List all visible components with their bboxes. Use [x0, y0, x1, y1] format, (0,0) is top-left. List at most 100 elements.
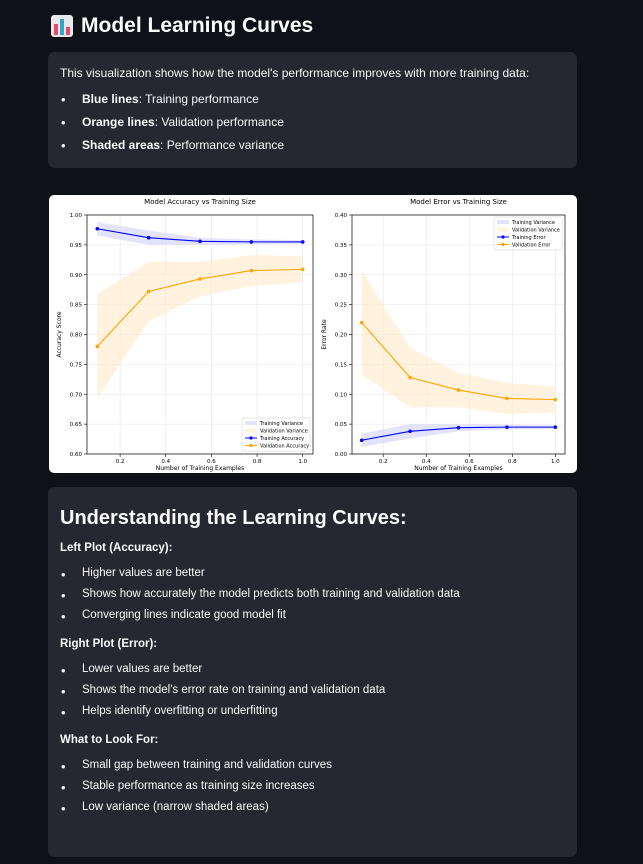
legend-label: Training Variance — [259, 421, 303, 427]
item-text: : Performance variance — [160, 138, 285, 152]
y-tick-label: 0.05 — [335, 422, 348, 428]
bar-chart-icon — [51, 15, 73, 37]
y-axis-label: Error Rate — [321, 319, 328, 350]
legend-box — [493, 216, 563, 251]
item-text: : Validation performance — [154, 115, 284, 129]
look-for-list: Small gap between training and validatio… — [60, 759, 565, 816]
legend-marker — [249, 443, 253, 448]
x-tick-label: 0.2 — [379, 459, 388, 465]
understanding-card: Understanding the Learning Curves: Left … — [48, 487, 577, 857]
item-bold: Orange lines — [82, 115, 155, 129]
x-tick-label: 0.2 — [116, 459, 125, 465]
accuracy-list: Higher values are better Shows how accur… — [60, 567, 565, 624]
data-point — [198, 277, 202, 281]
legend-label: Validation Variance — [512, 227, 560, 233]
list-item: Converging lines indicate good model fit — [61, 609, 565, 624]
list-item: Helps identify overfitting or underfitti… — [61, 705, 565, 720]
legend-label: Validation Variance — [260, 428, 308, 434]
x-tick-label: 0.4 — [422, 459, 431, 465]
data-point — [505, 425, 509, 429]
intro-text: This visualization shows how the model's… — [60, 66, 530, 80]
list-item: Small gap between training and validatio… — [61, 759, 565, 774]
section-title-error: Right Plot (Error): — [60, 638, 158, 650]
data-point — [300, 267, 305, 272]
legend-label: Validation Accuracy — [260, 443, 309, 449]
list-item: Higher values are better — [61, 567, 565, 582]
data-point — [249, 240, 254, 244]
learning-curves-svg: Model Accuracy vs Training Size 0.60 0.65 0… — [56, 198, 566, 472]
data-point — [146, 289, 151, 294]
x-tick-label: 1.0 — [551, 459, 560, 465]
plot-frame — [86, 214, 314, 455]
y-tick-label: 1.00 — [70, 213, 83, 219]
section-title-look-for: What to Look For: — [60, 734, 159, 746]
list-item: Blue lines: Training performance — [61, 92, 565, 107]
legend-swatch — [497, 220, 509, 224]
data-point — [198, 239, 202, 244]
page-title: Model Learning Curves — [51, 14, 313, 38]
learning-curves-figure: Model Accuracy vs Training Size 0.60 0.65 0… — [49, 195, 577, 473]
y-tick-label: 0.30 — [335, 273, 348, 279]
legend-swatch — [245, 421, 257, 425]
chart-accuracy — [84, 214, 314, 457]
y-tick-label: 0.90 — [70, 273, 83, 279]
variance-band — [361, 270, 556, 414]
understanding-heading: Understanding the Learning Curves: — [60, 507, 407, 529]
y-tick-label: 0.80 — [70, 333, 83, 339]
legend-swatch — [497, 227, 509, 232]
x-tick-label: 0.4 — [161, 459, 170, 465]
x-tick-label: 0.6 — [207, 459, 216, 465]
chart-title: Model Accuracy vs Training Size — [144, 198, 256, 206]
y-axis-label: Accuracy Score — [56, 311, 63, 357]
data-point — [249, 268, 254, 273]
y-tick-label: 0.65 — [70, 422, 83, 428]
data-point — [146, 235, 151, 240]
legend-label: Training Accuracy — [259, 436, 304, 442]
legend-label: Validation Error — [512, 242, 551, 248]
legend-swatch — [245, 428, 257, 433]
x-tick-label: 0.6 — [465, 459, 474, 465]
page-title-text: Model Learning Curves — [81, 14, 314, 37]
legend-label: Training Error — [511, 235, 546, 241]
data-point — [456, 388, 461, 392]
list-item: Lower values are better — [61, 663, 565, 678]
data-point — [456, 425, 461, 430]
legend-label: Training Variance — [511, 220, 555, 226]
intro-legend-list: Blue lines: Training performance Orange … — [60, 92, 565, 153]
data-point — [95, 344, 100, 349]
y-tick-label: 0.95 — [70, 243, 83, 249]
y-tick-label: 0.15 — [335, 362, 348, 368]
intro-card: This visualization shows how the model's… — [48, 52, 577, 168]
y-tick-label: 0.75 — [70, 362, 83, 368]
x-tick-label: 0.8 — [253, 459, 262, 465]
legend-marker — [501, 242, 505, 247]
y-tick-label: 0.25 — [335, 303, 348, 309]
variance-band — [97, 255, 303, 399]
item-bold: Shaded areas — [82, 138, 161, 152]
list-item: Shaded areas: Performance variance — [61, 138, 565, 153]
list-item: Shows the model's error rate on training… — [61, 684, 565, 699]
y-tick-label: 0.70 — [70, 392, 83, 398]
data-point — [300, 240, 305, 244]
y-tick-label: 0.35 — [335, 243, 348, 249]
y-tick-label: 0.85 — [70, 303, 83, 309]
x-tick-label: 0.8 — [508, 459, 517, 465]
item-bold: Blue lines — [82, 92, 139, 106]
data-point — [505, 396, 509, 401]
x-axis-label: Number of Training Examples — [414, 465, 502, 472]
y-tick-label: 0.00 — [335, 452, 348, 458]
data-point — [95, 226, 100, 231]
y-tick-label: 0.60 — [70, 452, 83, 458]
y-tick-label: 0.10 — [335, 392, 348, 398]
chart-error — [349, 214, 566, 457]
list-item: Shows how accurately the model predicts … — [61, 588, 565, 603]
list-item: Orange lines: Validation performance — [61, 115, 565, 130]
y-tick-label: 0.40 — [335, 213, 348, 219]
data-point — [408, 375, 412, 380]
list-item: Stable performance as training size incr… — [61, 780, 565, 795]
legend-box — [241, 417, 311, 452]
data-point — [359, 438, 364, 443]
list-item: Low variance (narrow shaded areas) — [61, 801, 565, 816]
section-title-accuracy: Left Plot (Accuracy): — [60, 542, 173, 554]
item-text: : Training performance — [138, 92, 259, 106]
